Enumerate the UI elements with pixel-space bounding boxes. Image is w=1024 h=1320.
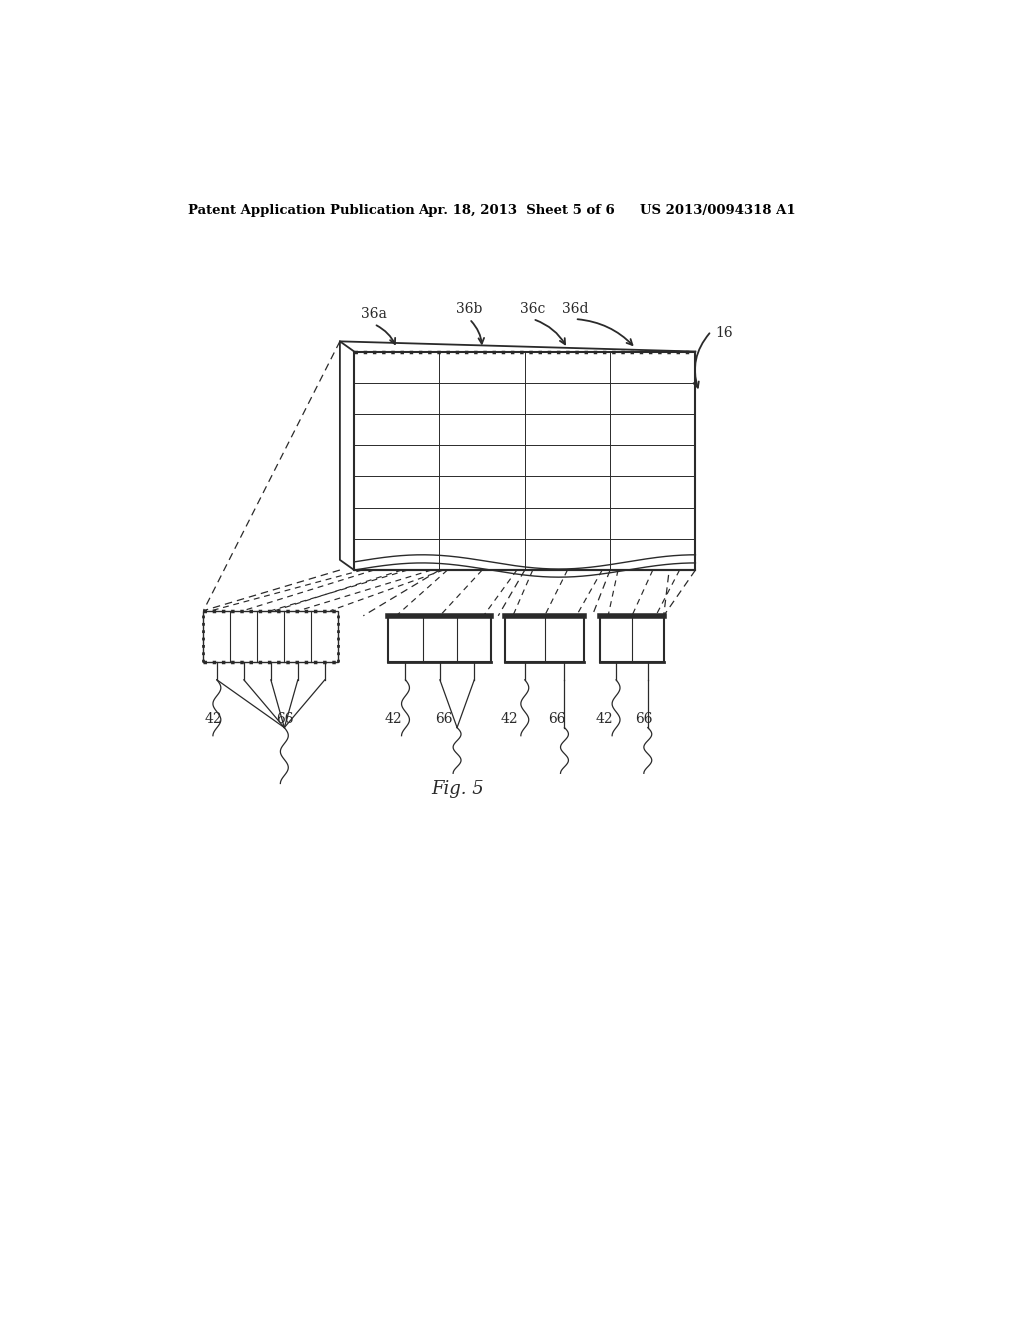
Bar (204, 611, 338, 661)
Bar (600, 615, 664, 661)
Text: 36d: 36d (561, 302, 588, 315)
Text: US 2013/0094318 A1: US 2013/0094318 A1 (640, 205, 796, 216)
Bar (354, 351, 695, 570)
Text: 42: 42 (205, 713, 222, 726)
Text: 42: 42 (500, 713, 518, 726)
Text: 42: 42 (595, 713, 613, 726)
Text: 42: 42 (385, 713, 402, 726)
Text: 36b: 36b (456, 302, 482, 315)
Text: 36a: 36a (361, 308, 387, 321)
Text: 66: 66 (276, 713, 294, 726)
Text: 36c: 36c (520, 302, 546, 315)
Text: Apr. 18, 2013  Sheet 5 of 6: Apr. 18, 2013 Sheet 5 of 6 (418, 205, 614, 216)
Bar (505, 615, 585, 661)
Text: 66: 66 (435, 713, 453, 726)
Text: Fig. 5: Fig. 5 (431, 780, 483, 799)
Bar (388, 615, 492, 661)
Text: 16: 16 (715, 326, 733, 341)
Text: Patent Application Publication: Patent Application Publication (187, 205, 415, 216)
Text: 66: 66 (548, 713, 565, 726)
Text: 66: 66 (635, 713, 652, 726)
